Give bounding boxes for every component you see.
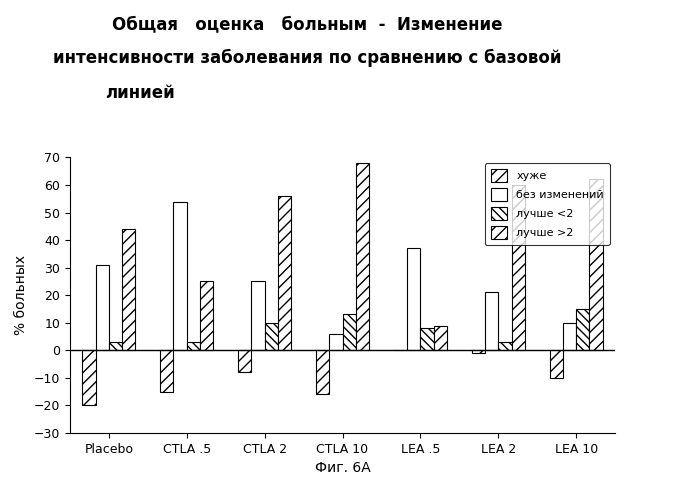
Bar [356, 163, 369, 350]
Bar [252, 281, 265, 350]
Bar [343, 314, 356, 350]
Bar [109, 342, 122, 350]
Bar [96, 265, 109, 350]
Text: Общая   оценка   больным  -  Изменение: Общая оценка больным - Изменение [113, 15, 503, 33]
Bar [549, 350, 563, 378]
Bar [433, 326, 447, 350]
Text: линией: линией [105, 84, 175, 102]
Bar [420, 328, 433, 350]
Bar [472, 350, 485, 353]
Bar [200, 281, 213, 350]
Legend: хуже, без изменений, лучше <2, лучше >2: хуже, без изменений, лучше <2, лучше >2 [485, 163, 610, 245]
Bar [576, 309, 589, 350]
Bar [316, 350, 329, 395]
X-axis label: Фиг. 6А: Фиг. 6А [315, 461, 370, 475]
Y-axis label: % больных: % больных [14, 255, 28, 335]
Bar [498, 342, 512, 350]
Bar [329, 334, 343, 350]
Bar [512, 185, 525, 350]
Bar [485, 292, 498, 350]
Bar [173, 202, 187, 350]
Bar [82, 350, 96, 405]
Text: интенсивности заболевания по сравнению с базовой: интенсивности заболевания по сравнению с… [53, 49, 562, 67]
Bar [407, 248, 420, 350]
Bar [589, 180, 603, 350]
Bar [122, 229, 136, 350]
Bar [187, 342, 200, 350]
Bar [563, 323, 576, 350]
Bar [238, 350, 252, 372]
Bar [278, 196, 291, 350]
Bar [265, 323, 278, 350]
Bar [160, 350, 173, 392]
